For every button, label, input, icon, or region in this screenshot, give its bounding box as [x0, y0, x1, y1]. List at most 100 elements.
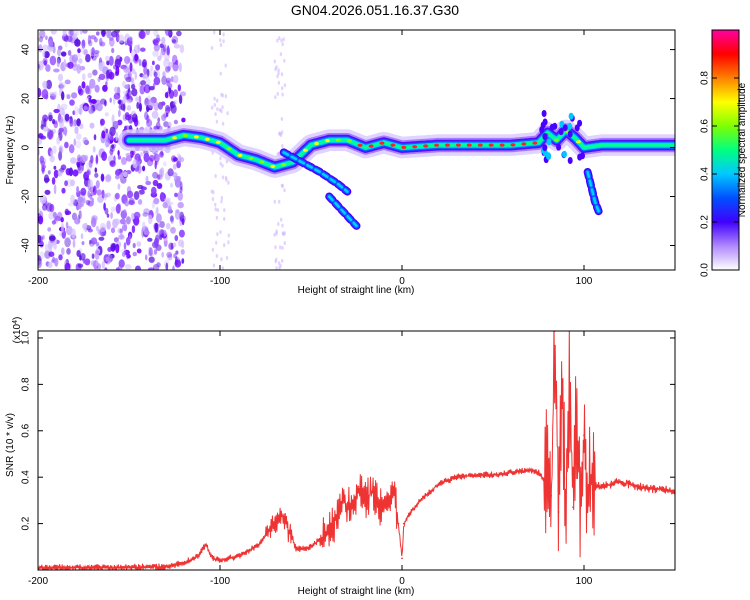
noise-speckle: [148, 256, 155, 263]
noise-speckle: [223, 243, 226, 248]
top-x-tick-label: 100: [576, 276, 593, 287]
noise-speckle: [167, 254, 173, 261]
noise-speckle: [84, 154, 89, 161]
noise-speckle: [69, 118, 74, 127]
noise-speckle: [221, 105, 224, 110]
noise-speckle: [57, 171, 63, 176]
noise-speckle: [213, 103, 216, 107]
spectral-peak: [412, 145, 418, 149]
noise-speckle: [215, 215, 219, 220]
noise-speckle: [120, 103, 126, 111]
noise-speckle: [70, 194, 75, 204]
noise-speckle: [70, 179, 75, 187]
noise-speckle: [131, 225, 136, 234]
noise-speckle: [165, 112, 169, 117]
noise-speckle: [80, 45, 85, 54]
noise-speckle: [273, 199, 276, 204]
noise-speckle: [120, 210, 128, 219]
noise-speckle: [102, 84, 108, 92]
bottom-y-tick-label: 0.6: [21, 423, 32, 437]
noise-speckle: [47, 227, 52, 232]
noise-speckle: [89, 122, 95, 129]
noise-speckle: [115, 267, 120, 270]
noise-speckle: [213, 30, 216, 35]
noise-speckle: [38, 44, 43, 53]
noise-speckle: [164, 197, 171, 202]
noise-speckle: [139, 85, 145, 95]
burst-blob: [562, 124, 568, 132]
noise-speckle: [64, 130, 67, 137]
noise-speckle: [274, 67, 277, 72]
noise-speckle: [279, 133, 283, 138]
noise-speckle: [279, 52, 283, 57]
snr-data-point: [510, 471, 513, 474]
noise-speckle: [153, 197, 160, 205]
noise-speckle: [223, 216, 226, 221]
noise-speckle: [172, 242, 177, 248]
noise-speckle: [159, 234, 163, 241]
noise-speckle: [95, 225, 99, 232]
noise-speckle: [84, 258, 91, 266]
noise-speckle: [273, 232, 276, 237]
noise-speckle: [79, 65, 83, 73]
noise-speckle: [173, 89, 179, 98]
noise-speckle: [149, 247, 153, 257]
noise-speckle: [169, 215, 174, 222]
noise-speckle: [39, 30, 46, 39]
noise-speckle: [146, 119, 153, 128]
noise-speckle: [210, 46, 214, 50]
spectral-peak: [335, 138, 341, 142]
noise-speckle: [219, 156, 222, 161]
noise-speckle: [173, 74, 179, 84]
noise-speckle: [60, 51, 67, 57]
noise-speckle: [80, 233, 84, 240]
noise-speckle: [64, 42, 68, 48]
noise-speckle: [139, 73, 144, 78]
noise-speckle: [173, 44, 181, 49]
noise-speckle: [170, 182, 173, 188]
noise-speckle: [51, 220, 57, 225]
burst-blob: [546, 138, 552, 146]
noise-speckle: [38, 133, 44, 139]
noise-speckle: [145, 30, 151, 36]
noise-speckle: [101, 151, 107, 161]
noise-speckle: [219, 161, 222, 166]
noise-speckle: [113, 121, 119, 126]
noise-speckle: [113, 237, 119, 243]
spectral-peak: [303, 148, 308, 152]
figure-title: GN04.2026.051.16.37.G30: [290, 2, 460, 18]
bottom-x-tick-label: 0: [399, 576, 405, 587]
noise-speckle: [117, 227, 123, 234]
noise-speckle: [53, 241, 57, 250]
noise-speckle: [97, 76, 101, 83]
noise-speckle: [169, 83, 173, 88]
noise-speckle: [92, 146, 96, 153]
noise-speckle: [91, 253, 95, 259]
noise-speckle: [223, 208, 226, 213]
noise-speckle: [88, 159, 93, 168]
snr-data-point: [197, 555, 200, 557]
noise-speckle: [94, 250, 100, 260]
noise-speckle: [157, 174, 161, 180]
noise-speckle: [138, 95, 142, 105]
spectral-peak: [226, 147, 232, 151]
noise-speckle: [83, 49, 88, 56]
spectral-peak: [510, 143, 516, 147]
spectral-peak: [193, 135, 199, 139]
burst-blob: [552, 122, 558, 130]
noise-speckle: [165, 262, 169, 270]
top-y-axis-label: Frequency (Hz): [5, 116, 16, 185]
snr-data-point: [575, 411, 578, 414]
noise-speckle: [281, 258, 284, 263]
noise-speckle: [99, 37, 103, 47]
noise-speckle: [159, 192, 165, 202]
noise-speckle: [164, 104, 171, 114]
noise-speckle: [225, 255, 229, 260]
spectral-peak: [248, 156, 254, 160]
burst-blob: [542, 144, 548, 152]
noise-speckle: [143, 208, 150, 215]
noise-speckle: [86, 161, 93, 171]
noise-speckle: [215, 119, 219, 124]
noise-speckle: [126, 105, 132, 111]
noise-speckle: [117, 155, 122, 160]
